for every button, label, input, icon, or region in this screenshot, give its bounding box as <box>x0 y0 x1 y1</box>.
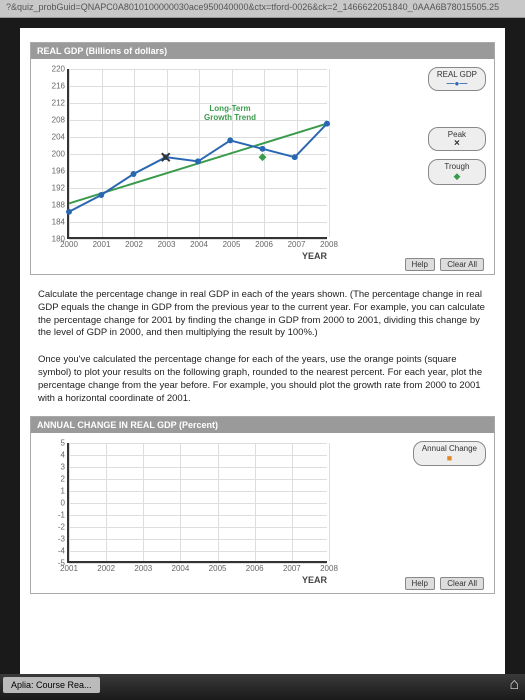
tray-icon[interactable]: ⌂ <box>509 676 519 694</box>
chart1-title: REAL GDP (Billions of dollars) <box>31 43 494 59</box>
chart1-plot: 1801841881921962002042082122162202000200… <box>67 69 327 239</box>
chart2-title: ANNUAL CHANGE IN REAL GDP (Percent) <box>31 417 494 433</box>
taskbar: Aplia: Course Rea... ⌂ <box>0 674 525 700</box>
chart1-svg <box>69 69 327 237</box>
legend-trough[interactable]: Trough◆ <box>428 159 486 185</box>
chart2-plot: -5-4-3-2-1012345200120022003200420052006… <box>67 443 327 563</box>
chart-real-gdp-panel: REAL GDP (Billions of dollars) 180184188… <box>30 42 495 275</box>
main-page: REAL GDP (Billions of dollars) 180184188… <box>20 28 505 683</box>
url-bar[interactable]: ?&quiz_probGuid=QNAPC0A8010100000030ace9… <box>0 0 525 18</box>
trend-label: Long-TermGrowth Trend <box>204 104 256 122</box>
taskbar-item-aplia[interactable]: Aplia: Course Rea... <box>3 677 100 693</box>
clear-all-button[interactable]: Clear All <box>440 258 484 271</box>
instructions-para1: Calculate the percentage change in real … <box>30 285 495 350</box>
chart1-footer: Help Clear All <box>402 258 484 271</box>
chart2-legend: Annual Change■ <box>413 441 486 474</box>
chart2-footer: Help Clear All <box>402 577 484 590</box>
legend-annual-change[interactable]: Annual Change■ <box>413 441 486 466</box>
chart2-xlabel: YEAR <box>302 561 327 585</box>
instructions-para2: Once you've calculated the percentage ch… <box>30 350 495 415</box>
clear-all-button-2[interactable]: Clear All <box>440 577 484 590</box>
chart1-body: 1801841881921962002042082122162202000200… <box>31 59 494 274</box>
chart1-xlabel: YEAR <box>302 237 327 261</box>
chart2-body: -5-4-3-2-1012345200120022003200420052006… <box>31 433 494 593</box>
legend-real-gdp[interactable]: REAL GDP—●— <box>428 67 486 91</box>
chart-annual-change-panel: ANNUAL CHANGE IN REAL GDP (Percent) -5-4… <box>30 416 495 594</box>
help-button[interactable]: Help <box>405 258 435 271</box>
help-button-2[interactable]: Help <box>405 577 435 590</box>
legend-peak[interactable]: Peak× <box>428 127 486 151</box>
chart1-legend: REAL GDP—●— Peak× Trough◆ <box>428 67 486 193</box>
